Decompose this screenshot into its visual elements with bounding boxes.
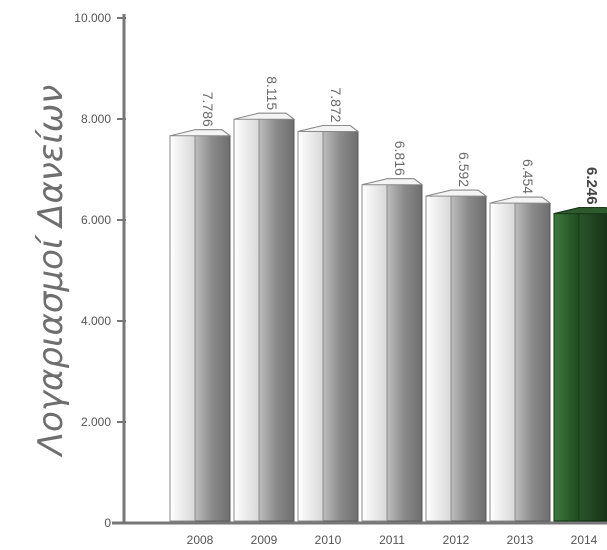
y-tick-label: 4.000 [81,314,111,328]
bar-2009: 8.115 [233,76,296,522]
x-tick-label: 2010 [315,533,342,547]
bar-side-face [322,124,359,522]
bar-side-face [578,207,607,522]
y-tick-label: 10.000 [74,11,111,25]
bar-value-label: 8.115 [264,76,280,110]
bar-2012: 6.592 [425,152,488,522]
bar-top-face [233,112,296,120]
bar-front-face [169,129,196,522]
y-tick-label: 0 [104,516,111,530]
bar-value-label: 6.454 [520,159,536,194]
bar-value-label: 6.592 [456,152,472,187]
bar-2013: 6.454 [489,159,552,522]
bar-side-face [386,178,423,522]
bar-2014: 6.246 [553,167,607,522]
bar-top-face [169,129,232,137]
bar-side-face [258,112,295,522]
x-ticks: 2008 2009 2010 2011 2012 2013 2014 [187,533,598,547]
y-tick-label: 2.000 [81,415,111,429]
y-axis-title: Λογαριασμοί Δανείων [31,85,71,458]
bar-side-face [194,129,231,522]
bar-top-face [361,178,424,186]
x-tick-label: 2008 [187,533,214,547]
bar-2010: 7.872 [297,87,360,522]
bar-value-label: 6.816 [392,141,408,176]
x-tick-label: 2011 [379,533,405,547]
x-tick-label: 2013 [507,533,534,547]
y-ticks: 0 2.000 4.000 6.000 8.000 10.000 [74,11,126,530]
x-tick-label: 2009 [251,533,278,547]
bar-top-face [553,207,607,215]
bar-front-face [297,124,324,522]
bar-front-face [361,178,388,522]
bar-2008: 7.786 [169,92,232,522]
bar-side-face [450,189,487,522]
bar-front-face [233,112,260,522]
bars: 7.786 8.115 7.872 6.816 6.592 6.454 6.246 [169,76,607,522]
bar-front-face [425,189,452,522]
bar-top-face [489,196,552,204]
x-tick-label: 2014 [571,533,598,547]
bar-side-face [514,196,551,522]
y-tick-label: 6.000 [81,213,111,227]
x-tick-label: 2012 [443,533,470,547]
bar-front-face [489,196,516,522]
bar-2011: 6.816 [361,141,424,522]
y-tick-label: 8.000 [81,112,111,126]
bar-value-label: 7.786 [200,92,216,127]
axis-layer [112,14,607,525]
bar-value-label: 6.246 [583,167,600,205]
bar-front-face [553,206,580,522]
bar-value-label: 7.872 [328,87,344,122]
bar-top-face [425,189,488,197]
bar-top-face [297,124,360,132]
